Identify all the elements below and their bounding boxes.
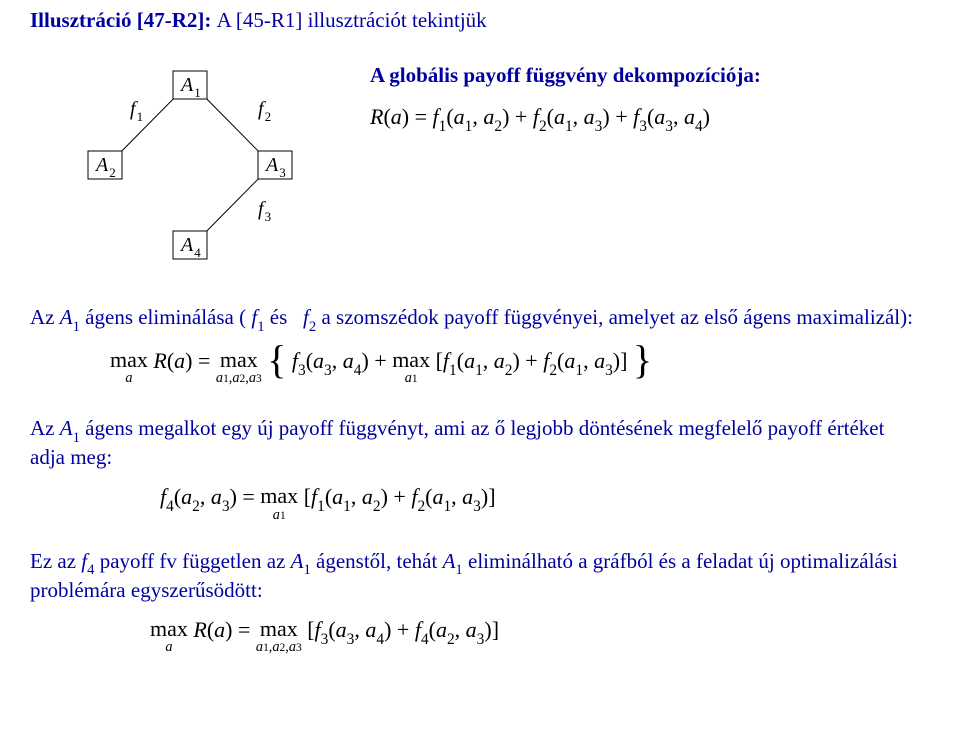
final-lhs-bot: a xyxy=(150,640,188,655)
heading-rest: A [45-R1] illusztrációt tekintjük xyxy=(217,8,487,32)
top-row: f1f2f3A1A2A3A4 A globális payoff függvén… xyxy=(30,63,930,275)
svg-text:f3: f3 xyxy=(258,198,271,224)
svg-text:f1: f1 xyxy=(130,98,143,124)
final-rhs: max a1,a2,a3 xyxy=(256,617,302,655)
max-rhs-top: max xyxy=(216,348,262,371)
f4-formula: f4(a2, a3) = maxa1 [f1(a1, a2) + f2(a1, … xyxy=(160,484,930,522)
max-body: { f3(a3, a4) + maxa1 [f1(a1, a2) + f2(a1… xyxy=(267,348,652,373)
elim-rest: a szomszédok payoff függvényei, amelyet … xyxy=(321,305,912,329)
max-lhs-bot: a xyxy=(110,371,148,386)
final-rhs-bot: a1,a2,a3 xyxy=(256,640,302,655)
final-formula: max a R(a) = max a1,a2,a3 [f3(a3, a4) + … xyxy=(150,617,930,655)
elim-prefix: Az A1 ágens eliminálása ( f1 és f2 xyxy=(30,305,321,329)
max-mid-R: R xyxy=(153,348,166,373)
max-formula: max a R(a) = max a1,a2,a3 { f3(a3, a4) +… xyxy=(110,348,930,386)
decomposition-column: A globális payoff függvény dekompozíciój… xyxy=(370,63,930,134)
decomposition-title: A globális payoff függvény dekompozíciój… xyxy=(370,63,930,88)
max-lhs: max a xyxy=(110,348,148,386)
simplify-paragraph: Ez az f4 payoff fv független az A1 ágens… xyxy=(30,549,930,603)
newpayoff-paragraph: Az A1 ágens megalkot egy új payoff függv… xyxy=(30,416,930,470)
final-rhs-top: max xyxy=(256,617,302,640)
factor-graph: f1f2f3A1A2A3A4 xyxy=(50,63,350,275)
max-rhs-bot: a1,a2,a3 xyxy=(216,371,262,386)
final-lhs: max a xyxy=(150,617,188,655)
decomposition-formula: R(a) = f1(a1, a2) + f2(a1, a3) + f3(a3, … xyxy=(370,104,930,134)
final-lhs-top: max xyxy=(150,617,188,640)
elimination-paragraph: Az A1 ágens eliminálása ( f1 és f2 a szo… xyxy=(30,305,930,334)
heading-prefix: Illusztráció [47-R2]: xyxy=(30,8,217,32)
svg-text:f2: f2 xyxy=(258,98,271,124)
max-rhs: max a1,a2,a3 xyxy=(216,348,262,386)
max-lhs-top: max xyxy=(110,348,148,371)
final-body: [f3(a3, a4) + f4(a2, a3)] xyxy=(307,617,499,642)
graph-column: f1f2f3A1A2A3A4 xyxy=(30,63,370,275)
page-heading: Illusztráció [47-R2]: A [45-R1] illusztr… xyxy=(30,8,930,33)
final-mid-R: R xyxy=(193,617,206,642)
